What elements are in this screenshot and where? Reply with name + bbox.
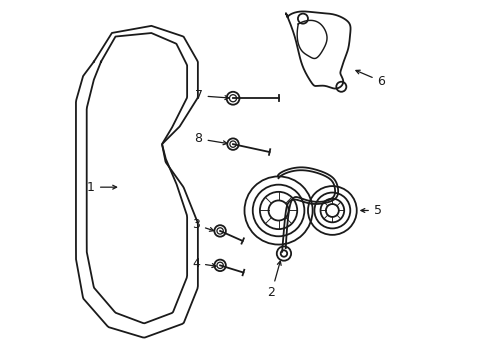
Text: 8: 8: [194, 132, 226, 145]
Text: 5: 5: [360, 204, 381, 217]
Text: 1: 1: [87, 181, 116, 194]
Text: 6: 6: [355, 70, 385, 88]
Text: 3: 3: [192, 218, 213, 231]
Text: 7: 7: [194, 89, 228, 102]
Text: 4: 4: [192, 257, 216, 270]
Text: 2: 2: [267, 261, 281, 300]
